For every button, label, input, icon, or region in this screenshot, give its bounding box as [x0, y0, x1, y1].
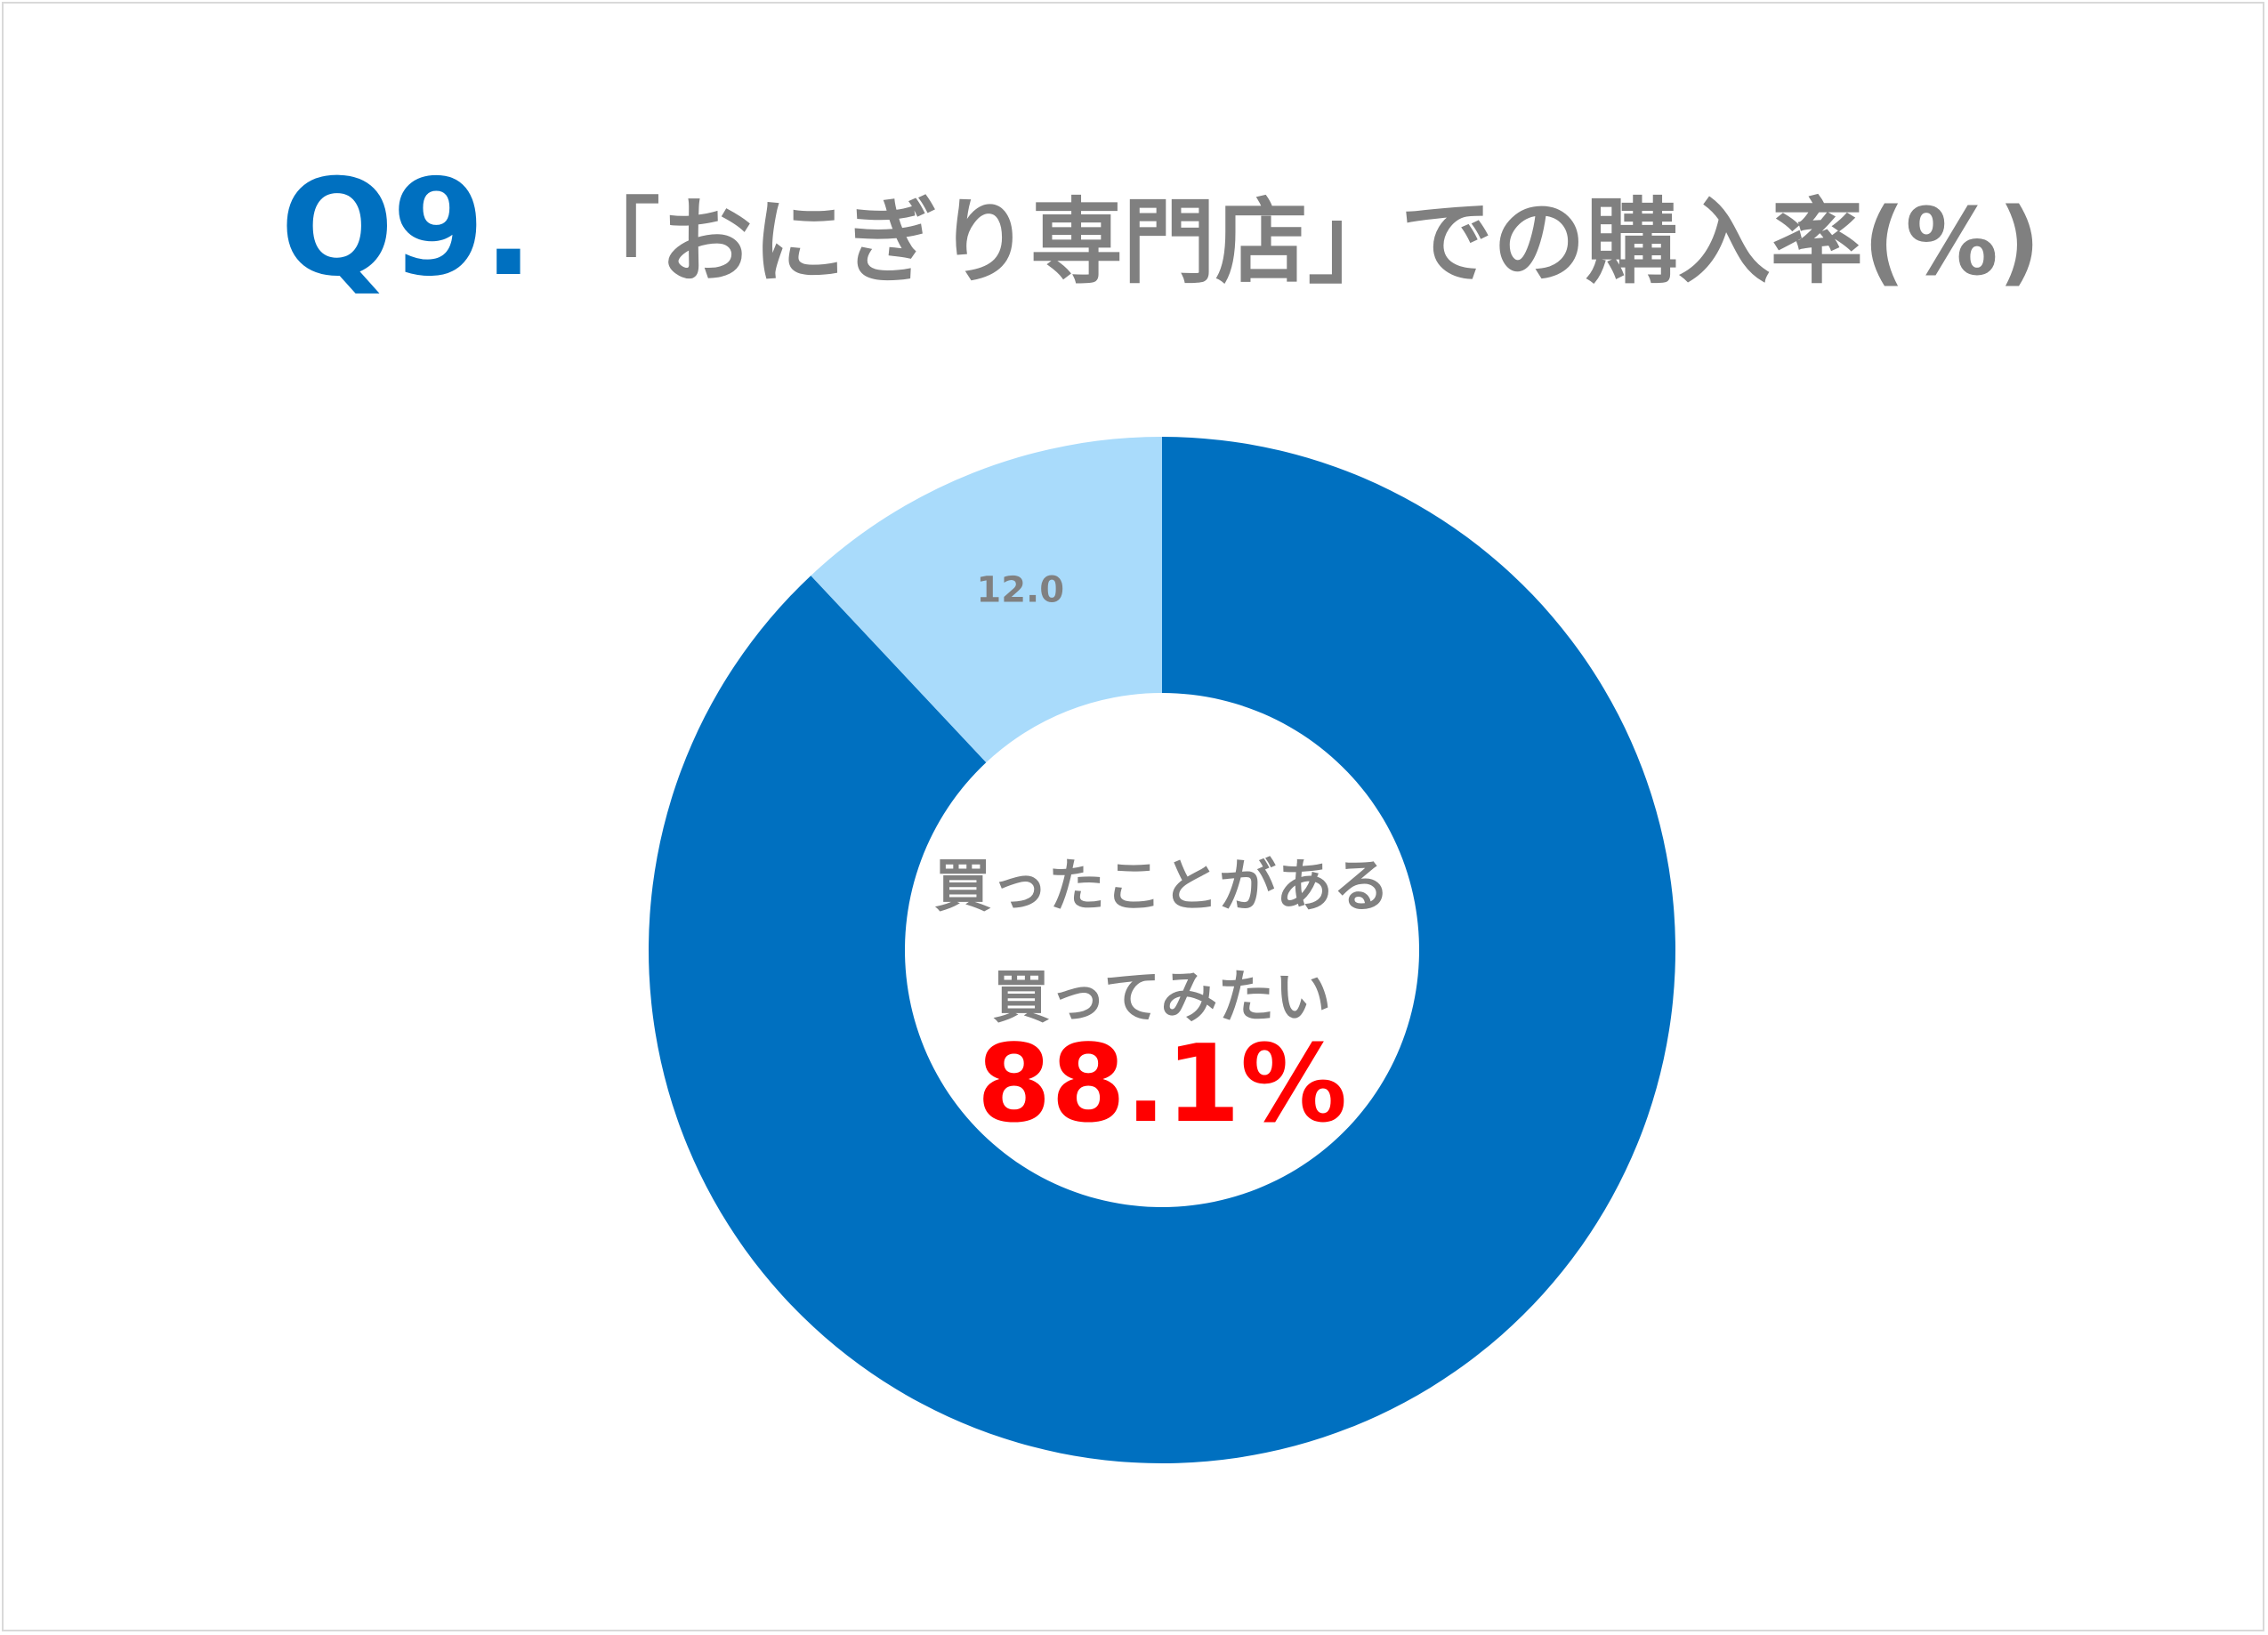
- center-label-line1: 買ったことがある: [934, 854, 1390, 920]
- center-value: 88.1%: [976, 1023, 1348, 1147]
- donut-slice-1: [811, 437, 1162, 763]
- question-number: Q9.: [280, 151, 534, 306]
- donut-slice-0: [648, 437, 1675, 1463]
- donut-slice-label-1: 12.0: [976, 569, 1064, 610]
- chart-title: Q9. 「おにぎり専門店」での購入率(%): [280, 151, 2040, 306]
- donut-slice-labels: 12.0: [976, 569, 1064, 610]
- center-label-line2: 買ってみたい: [992, 965, 1332, 1031]
- donut-slices: [648, 437, 1675, 1463]
- question-text: 「おにぎり専門店」での購入率(%): [567, 188, 2041, 296]
